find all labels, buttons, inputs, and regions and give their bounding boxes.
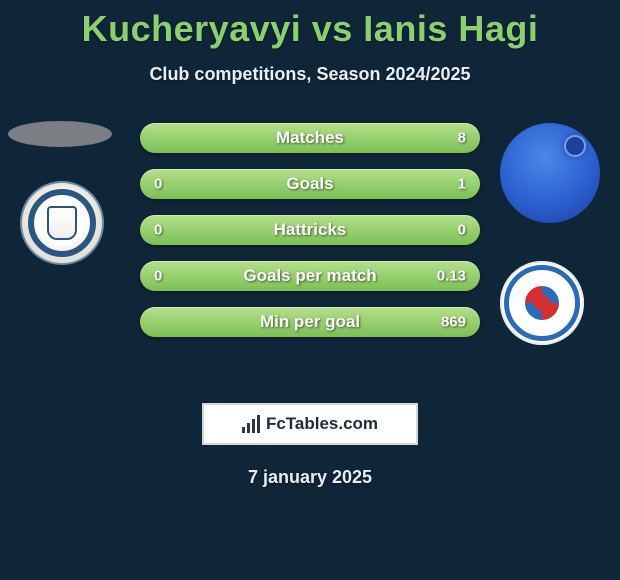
- stat-right-value: 869: [441, 314, 466, 331]
- stat-left-value: 0: [154, 176, 162, 193]
- stat-right-value: 0.13: [437, 268, 466, 285]
- page-title: Kucheryavyi vs Ianis Hagi: [0, 0, 620, 50]
- snapshot-date: 7 january 2025: [0, 467, 620, 488]
- stat-label: Goals per match: [243, 266, 376, 286]
- comparison-stage: Matches 8 0 Goals 1 0 Hattricks 0 0 Goal…: [0, 123, 620, 383]
- player-right-photo: [500, 123, 600, 223]
- player-right-club: [500, 261, 600, 361]
- stat-label: Goals: [286, 174, 333, 194]
- player-left-club: [20, 181, 120, 281]
- player-left-photo-slot: [8, 111, 112, 155]
- stat-left-value: 0: [154, 268, 162, 285]
- stat-label: Min per goal: [260, 312, 360, 332]
- stat-bar-goals: 0 Goals 1: [140, 169, 480, 199]
- stat-bar-matches: Matches 8: [140, 123, 480, 153]
- st-johnstone-badge-icon: [20, 181, 104, 265]
- site-watermark: FcTables.com: [202, 403, 418, 445]
- stat-bar-hattricks: 0 Hattricks 0: [140, 215, 480, 245]
- stat-right-value: 8: [458, 130, 466, 147]
- page-subtitle: Club competitions, Season 2024/2025: [0, 64, 620, 85]
- site-label: FcTables.com: [266, 414, 378, 434]
- blue-jersey-icon: [500, 123, 600, 223]
- stat-right-value: 0: [458, 222, 466, 239]
- stat-right-value: 1: [458, 176, 466, 193]
- stat-bar-goals-per-match: 0 Goals per match 0.13: [140, 261, 480, 291]
- stat-label: Hattricks: [274, 220, 347, 240]
- stat-left-value: 0: [154, 222, 162, 239]
- rangers-badge-icon: [500, 261, 584, 345]
- stat-label: Matches: [276, 128, 344, 148]
- placeholder-ellipse-icon: [8, 121, 112, 147]
- stat-bar-min-per-goal: Min per goal 869: [140, 307, 480, 337]
- bar-chart-icon: [242, 415, 260, 433]
- stat-bars: Matches 8 0 Goals 1 0 Hattricks 0 0 Goal…: [140, 123, 480, 353]
